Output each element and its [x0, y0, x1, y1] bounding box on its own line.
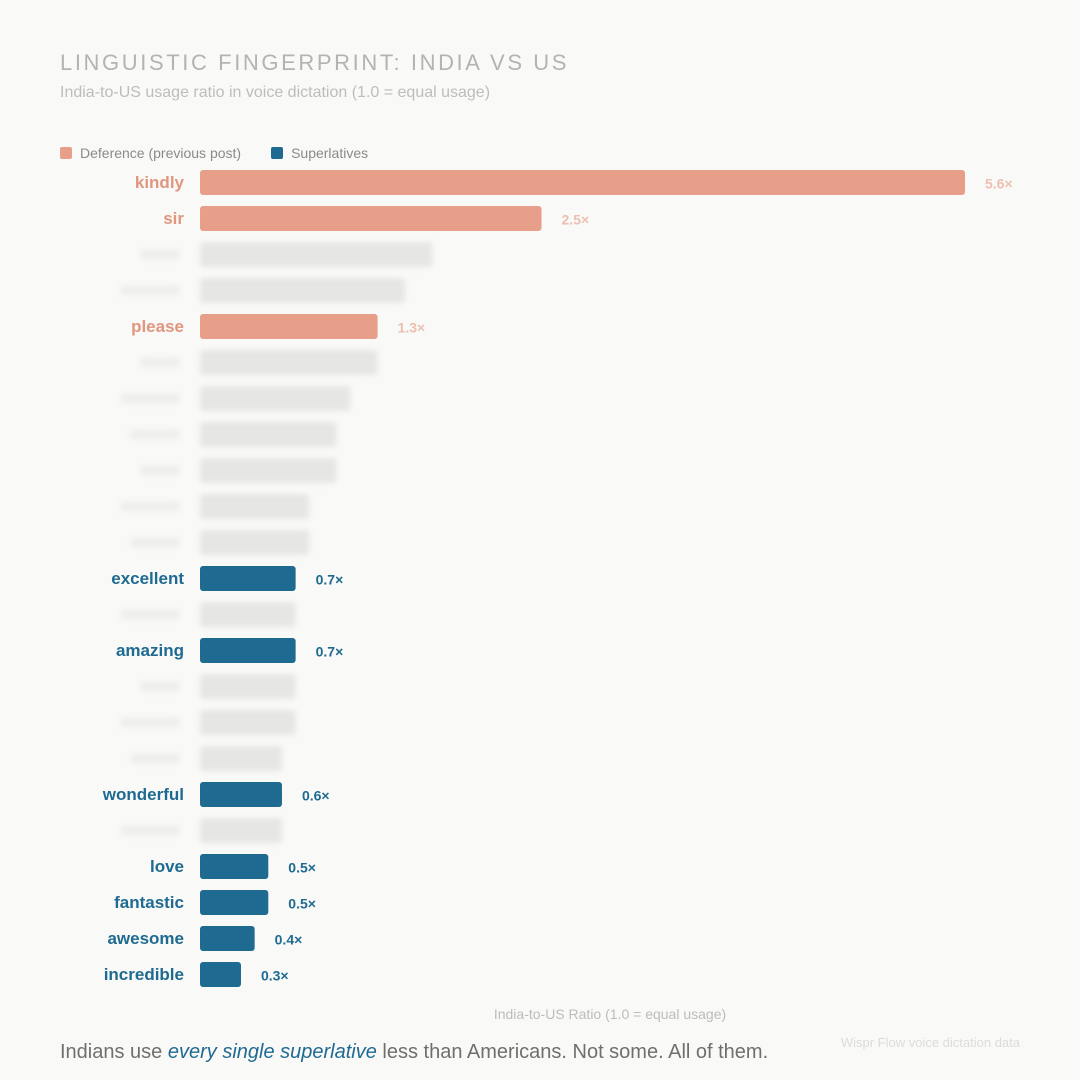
bar-wonderful [200, 782, 282, 807]
category-label-excellent: excellent [111, 569, 184, 588]
footer-suffix: less than Americans. Not some. All of th… [376, 1041, 769, 1063]
blurred-label [130, 753, 180, 764]
category-label-love: love [150, 857, 184, 876]
blurred-bar [200, 818, 282, 843]
bar-kindly [200, 170, 965, 195]
category-label-amazing: amazing [116, 641, 184, 660]
value-label-love: 0.5× [288, 860, 316, 876]
blurred-label [120, 609, 180, 620]
bar-excellent [200, 566, 296, 591]
value-label-incredible: 0.3× [261, 968, 289, 984]
category-label-incredible: incredible [104, 965, 184, 984]
blurred-bar [200, 602, 296, 627]
value-label-sir: 2.5× [562, 212, 590, 228]
footer-caption: Indians use every single superlative les… [60, 1041, 768, 1064]
legend: Deference (previous post) Superlatives [60, 145, 398, 161]
category-label-kindly: kindly [135, 173, 185, 192]
blurred-label [130, 537, 180, 548]
bar-please [200, 314, 378, 339]
blurred-bar [200, 746, 282, 771]
legend-label-deference: Deference (previous post) [80, 145, 242, 161]
chart-subtitle: India-to-US usage ratio in voice dictati… [60, 84, 491, 101]
legend-item-superlatives: Superlatives [271, 145, 368, 161]
blurred-label [140, 465, 180, 476]
value-label-awesome: 0.4× [275, 932, 303, 948]
value-label-fantastic: 0.5× [288, 896, 316, 912]
blurred-label [120, 393, 180, 404]
blurred-bar [200, 458, 337, 483]
blurred-label [120, 285, 180, 296]
blurred-bar [200, 674, 296, 699]
x-axis-label: India-to-US Ratio (1.0 = equal usage) [493, 1006, 727, 1022]
footer-prefix: Indians use [60, 1041, 168, 1063]
blurred-bar [200, 710, 296, 735]
blurred-bar [200, 350, 378, 375]
blurred-bar [200, 278, 405, 303]
bar-fantastic [200, 890, 269, 915]
bar-amazing [200, 638, 296, 663]
bar-chart: kindly 5.6× sir 2.5× please 1.3× excellent 0.7×… [102, 170, 1013, 987]
legend-swatch-deference [60, 147, 72, 159]
value-label-please: 1.3× [398, 320, 426, 336]
value-label-amazing: 0.7× [316, 644, 344, 660]
value-label-excellent: 0.7× [316, 572, 344, 588]
bar-love [200, 854, 269, 879]
legend-swatch-superlatives [271, 147, 284, 159]
value-label-wonderful: 0.6× [302, 788, 330, 804]
blurred-bar [200, 242, 433, 267]
category-label-wonderful: wonderful [102, 785, 184, 804]
legend-label-superlatives: Superlatives [291, 145, 369, 161]
blurred-bar [200, 422, 337, 447]
blurred-bar [200, 530, 310, 555]
blurred-label [120, 501, 180, 512]
value-label-kindly: 5.6× [985, 176, 1013, 192]
legend-item-deference: Deference (previous post) [60, 145, 241, 161]
category-label-awesome: awesome [107, 929, 184, 948]
category-label-please: please [131, 317, 184, 336]
bar-sir [200, 206, 542, 231]
blurred-bar [200, 386, 351, 411]
blurred-label [120, 825, 180, 836]
bar-awesome [200, 926, 255, 951]
blurred-label [120, 717, 180, 728]
chart-title: LINGUISTIC FINGERPRINT: INDIA VS US [60, 50, 570, 75]
blurred-label [140, 357, 180, 368]
blurred-label [140, 249, 180, 260]
blurred-label [130, 429, 180, 440]
bar-incredible [200, 962, 241, 987]
source-note: Wispr Flow voice dictation data [840, 1035, 1020, 1050]
blurred-label [140, 681, 180, 692]
category-label-sir: sir [163, 209, 184, 228]
category-label-fantastic: fantastic [114, 893, 184, 912]
blurred-bar [200, 494, 310, 519]
footer-emphasis: every single superlative [167, 1041, 377, 1063]
